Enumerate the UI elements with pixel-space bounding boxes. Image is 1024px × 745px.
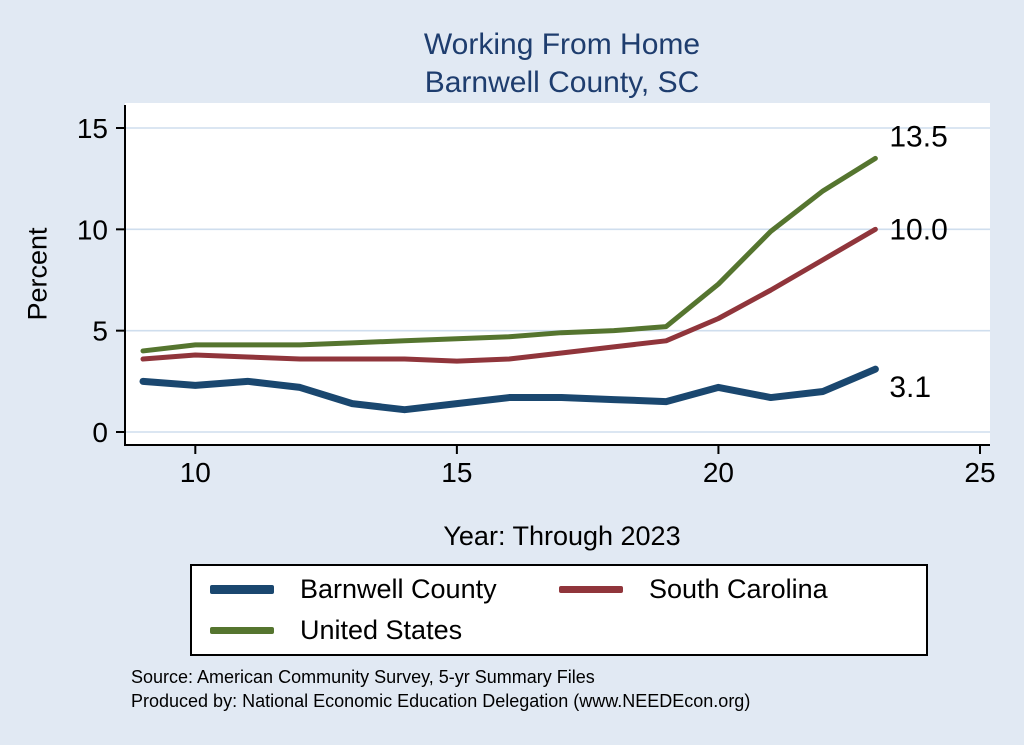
plot-area [125,103,990,445]
chart-title-line1: Working From Home [423,28,701,61]
x-tick-label-10: 10 [180,457,211,488]
produced-by-line: Produced by: National Economic Education… [131,690,751,711]
legend-item-south-carolina: South Carolina [559,574,908,605]
x-axis-label: Year: Through 2023 [443,521,681,551]
legend-item-barnwell-county: Barnwell County [210,574,559,605]
y-tick-label-15: 15 [77,113,108,144]
x-tick-label-25: 25 [964,457,995,488]
y-tick-label-10: 10 [77,214,108,245]
legend-label-united-states: United States [300,615,463,645]
legend-swatch-united-states [210,627,274,634]
legend-label-south-carolina: South Carolina [649,574,828,604]
chart-title-line2: Barnwell County, SC [424,65,700,99]
legend-swatch-south-carolina [559,586,623,593]
chart-title: Working From Home Barnwell County, SC [100,26,1024,101]
y-axis-label: Percent [22,227,53,321]
legend-swatch-barnwell-county [210,585,274,594]
x-tick-label-15: 15 [441,457,472,488]
y-tick-label-5: 5 [92,316,108,347]
source-line: Source: American Community Survey, 5-yr … [131,667,595,687]
source-note: Source: American Community Survey, 5-yr … [131,666,750,714]
legend: Barnwell County South Carolina United St… [190,564,928,656]
legend-label-barnwell-county: Barnwell County [300,574,497,604]
x-tick-label-20: 20 [703,457,734,488]
legend-item-united-states: United States [210,615,559,646]
y-tick-label-0: 0 [92,417,108,448]
